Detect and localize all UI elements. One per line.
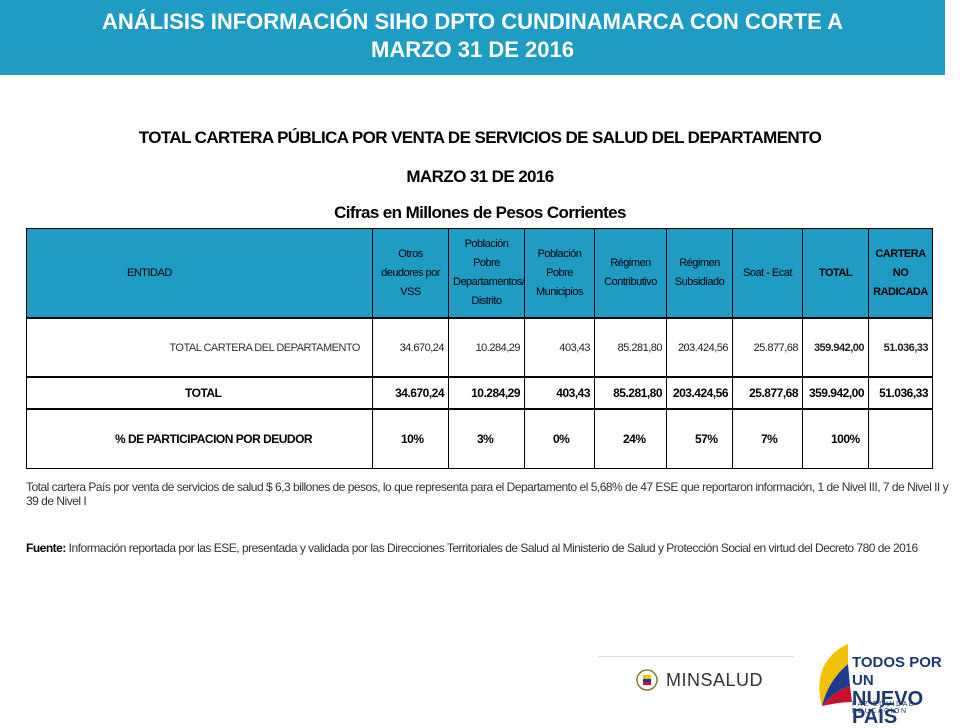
col-header-soat: Soat - Ecat — [732, 228, 803, 319]
todos-por-un-nuevo-pais-logo: TODOS POR UN NUEVO PAÍS PAZ EQUIDAD EDUC… — [808, 640, 960, 727]
source-label: Fuente: — [26, 541, 66, 555]
table-units: Cifras en Millones de Pesos Corrientes — [334, 203, 626, 222]
table-cell: 24% — [594, 409, 667, 469]
table-row: TOTAL 34.670,24 10.284,29 403,43 85.281,… — [26, 376, 933, 410]
table-cell: 34.670,24 — [372, 376, 449, 410]
header-title-line1: ANÁLISIS INFORMACIÓN SIHO DPTO CUNDINAMA… — [101, 9, 844, 34]
col-header-contributivo: Régimen Contributivo — [594, 228, 667, 319]
table-header-row: ENTIDAD Otros deudores por VSS Población… — [26, 228, 933, 319]
cartera-table: ENTIDAD Otros deudores por VSS Población… — [26, 228, 933, 469]
table-cell: 0% — [524, 409, 595, 469]
source-note: Fuente: Información reportada por las ES… — [26, 541, 918, 555]
table-cell: 10% — [372, 409, 449, 469]
footnote: Total cartera País por venta de servicio… — [26, 480, 949, 508]
colombia-seal-icon — [636, 669, 658, 691]
col-header-no-radicada: CARTERA NO RADICADA — [868, 228, 933, 319]
table-cell: 203.424,56 — [666, 318, 733, 377]
slide-header: ANÁLISIS INFORMACIÓN SIHO DPTO CUNDINAMA… — [0, 0, 945, 75]
header-title-line2: MARZO 31 DE 2016 — [371, 37, 574, 62]
todos-text: TODOS POR UN NUEVO PAÍS — [852, 654, 960, 727]
table-cell: 25.877,68 — [732, 318, 803, 377]
row-label: TOTAL — [26, 376, 373, 410]
col-header-entidad: ENTIDAD — [26, 228, 373, 319]
table-row: TOTAL CARTERA DEL DEPARTAMENTO 34.670,24… — [26, 318, 933, 377]
table-cell: 51.036,33 — [868, 376, 933, 410]
table-title: TOTAL CARTERA PÚBLICA POR VENTA DE SERVI… — [138, 128, 822, 147]
table-cell: 403,43 — [524, 376, 595, 410]
col-header-subsidiado: Régimen Subsidiado — [666, 228, 733, 319]
col-header-total: TOTAL — [802, 228, 869, 319]
table-cell: 51.036,33 — [868, 318, 933, 377]
row-label: TOTAL CARTERA DEL DEPARTAMENTO — [26, 318, 373, 377]
col-header-pobre-depto: Población Pobre Departamentos/ Distrito — [448, 228, 525, 319]
table-cell: 10.284,29 — [448, 376, 525, 410]
table-row: % DE PARTICIPACION POR DEUDOR 10% 3% 0% … — [26, 409, 933, 469]
table-cell: 85.281,80 — [594, 318, 667, 377]
table-cell: 359.942,00 — [802, 376, 869, 410]
minsalud-text: MINSALUD — [666, 669, 764, 690]
table-cell: 3% — [448, 409, 525, 469]
todos-subtitle: PAZ EQUIDAD EDUCACIÓN — [852, 701, 916, 715]
table-cell — [868, 409, 933, 469]
flag-swoosh-icon — [819, 644, 852, 706]
table-cell: 25.877,68 — [732, 376, 803, 410]
table-cell: 7% — [732, 409, 803, 469]
table-cell: 100% — [802, 409, 869, 469]
table-cell: 34.670,24 — [372, 318, 449, 377]
todos-line1: TODOS POR UN — [852, 654, 942, 689]
source-text: Información reportada por las ESE, prese… — [65, 541, 918, 555]
table-cell: 85.281,80 — [594, 376, 667, 410]
col-header-otros: Otros deudores por VSS — [372, 228, 449, 319]
row-label: % DE PARTICIPACION POR DEUDOR — [26, 409, 373, 469]
table-cell: 359.942,00 — [802, 318, 869, 377]
table-date: MARZO 31 DE 2016 — [406, 167, 554, 186]
col-header-pobre-mun: Población Pobre Municipios — [524, 228, 595, 319]
table-cell: 203.424,56 — [666, 376, 733, 410]
table-cell: 403,43 — [524, 318, 595, 377]
table-cell: 57% — [666, 409, 733, 469]
table-cell: 10.284,29 — [448, 318, 525, 377]
minsalud-logo: MINSALUD — [598, 656, 794, 703]
